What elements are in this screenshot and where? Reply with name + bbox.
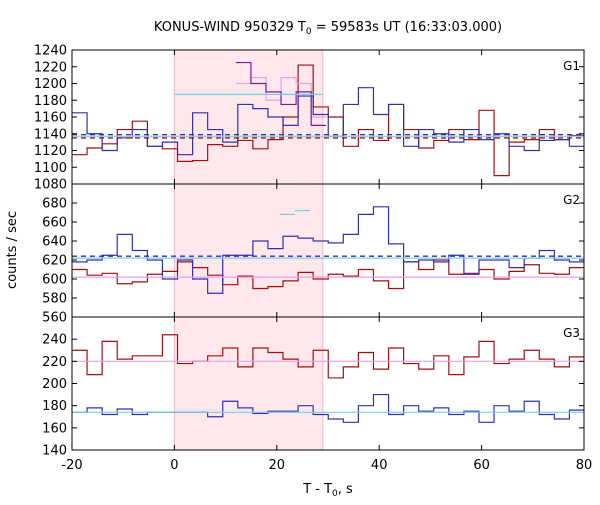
panel-g2: 560 580 600 620 640 660 680 G2 [42,183,585,326]
y-tick-label: 600 [42,273,67,288]
panel-g3: 140 160 180 200 220 240 -20 0 20 40 60 80 G3 [42,316,593,473]
y-axis-label: counts / sec [5,211,20,289]
y-tick-label: 1240 [34,44,67,59]
chart-title: KONUS-WIND 950329 T0 = 59583s UT (16:33:… [154,20,502,37]
y-tick-label: 680 [42,197,67,212]
highlight-interval [174,317,323,450]
y-tick-label: 180 [42,399,67,414]
x-tick-label: 0 [170,458,178,473]
highlight-interval [174,184,323,317]
y-tick-label: 1120 [34,144,67,159]
series-blue-histogram [72,393,584,423]
x-axis-label: T - T0, s [302,482,353,499]
panel-label: G2 [563,193,580,207]
series-blue-histogram [72,87,584,156]
series-group [72,61,584,177]
y-tick-label: 560 [42,311,67,326]
x-tick-label: 80 [576,458,593,473]
series-blue-histogram [72,206,584,294]
y-tick-label: 1100 [34,161,67,176]
x-tick-label: 40 [371,458,388,473]
y-tick-label: 200 [42,377,67,392]
y-tick-label: 220 [42,355,67,370]
y-tick-label: 240 [42,333,67,348]
y-tick-label: 1220 [34,60,67,75]
series-red-histogram [72,64,584,177]
series-red-histogram [72,259,584,290]
panel-frame [71,183,585,318]
y-tick-label: 1160 [34,111,67,126]
x-tick-label: 20 [269,458,286,473]
x-tick-label: 60 [473,458,490,473]
y-tick-label: 1180 [34,94,67,109]
y-tick-label: 1200 [34,77,67,92]
highlight-interval [174,50,323,184]
chart-panels: 108011001120114011601180120012201240G156… [34,44,593,474]
x-tick-label: -20 [61,458,82,473]
series-group [72,334,584,423]
y-tick-label: 160 [42,421,67,436]
y-tick-label: 640 [42,235,67,250]
y-tick-label: 1080 [34,178,67,193]
y-tick-label: 580 [42,292,67,307]
series-group [72,206,584,294]
panel-frame [71,316,585,451]
y-tick-label: 1140 [34,127,67,142]
y-tick-label: 620 [42,254,67,269]
series-purple-histogram [235,61,327,126]
y-tick-label: 140 [42,444,67,459]
series-red-histogram [72,334,584,379]
y-tick-label: 660 [42,216,67,231]
panel-label: G3 [563,326,580,340]
panel-label: G1 [563,59,580,73]
